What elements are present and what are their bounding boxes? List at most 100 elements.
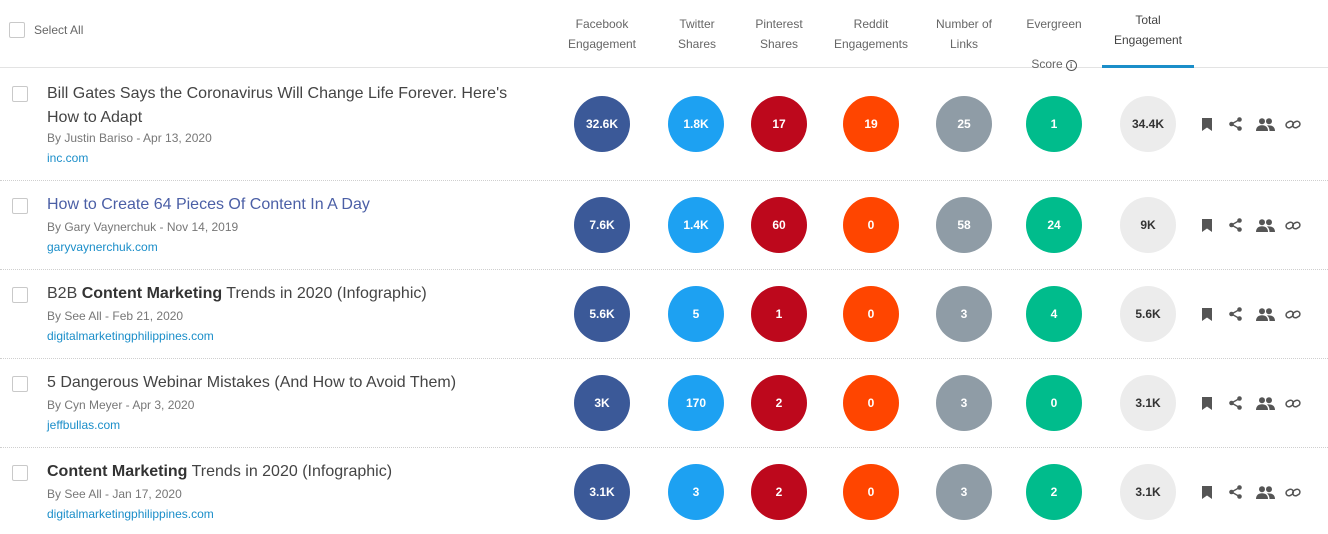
bookmark-icon[interactable] — [1199, 116, 1215, 132]
row-checkbox[interactable] — [12, 198, 28, 214]
users-icon[interactable] — [1255, 395, 1275, 411]
article-title[interactable]: Bill Gates Says the Coronavirus Will Cha… — [47, 85, 508, 126]
article-title[interactable]: 5 Dangerous Webinar Mistakes (And How to… — [47, 374, 457, 391]
link-icon[interactable] — [1285, 484, 1301, 500]
share-icon[interactable] — [1227, 395, 1243, 411]
twitter-shares-badge[interactable]: 5 — [668, 286, 724, 342]
twitter-shares-badge[interactable]: 3 — [668, 464, 724, 520]
link-icon[interactable] — [1285, 306, 1301, 322]
table-row: Content Marketing Trends in 2020 (Infogr… — [0, 448, 1328, 534]
total-engagement-badge[interactable]: 5.6K — [1120, 286, 1176, 342]
share-icon[interactable] — [1227, 306, 1243, 322]
evergreen-score-badge[interactable]: 4 — [1026, 286, 1082, 342]
link-icon[interactable] — [1285, 395, 1301, 411]
column-evergreen-label-2: Score — [1031, 57, 1063, 71]
total-engagement-badge[interactable]: 3.1K — [1120, 464, 1176, 520]
link-icon[interactable] — [1285, 217, 1301, 233]
info-icon[interactable]: i — [1065, 60, 1077, 71]
select-all[interactable]: Select All — [9, 22, 83, 38]
evergreen-score-badge[interactable]: 1 — [1026, 96, 1082, 152]
select-all-checkbox[interactable] — [9, 22, 25, 38]
share-icon[interactable] — [1227, 116, 1243, 132]
table-header: Select All Facebook Engagement Twitter S… — [0, 0, 1328, 71]
reddit-engagements-badge[interactable]: 0 — [843, 286, 899, 342]
share-icon[interactable] — [1227, 217, 1243, 233]
article-domain[interactable]: digitalmarketingphilippines.com — [47, 507, 214, 521]
total-engagement-badge[interactable]: 34.4K — [1120, 96, 1176, 152]
users-icon[interactable] — [1255, 484, 1275, 500]
link-icon[interactable] — [1285, 116, 1301, 132]
table-row: Bill Gates Says the Coronavirus Will Cha… — [0, 69, 1328, 181]
article-domain[interactable]: inc.com — [47, 151, 89, 165]
article-title[interactable]: Content Marketing Trends in 2020 (Infogr… — [47, 460, 537, 484]
links-badge[interactable]: 25 — [936, 96, 992, 152]
article-meta: By See All - Feb 21, 2020 — [47, 309, 184, 323]
users-icon[interactable] — [1255, 306, 1275, 322]
article-meta: By Gary Vaynerchuk - Nov 14, 2019 — [47, 220, 239, 234]
row-checkbox[interactable] — [12, 465, 28, 481]
table-row: B2B Content Marketing Trends in 2020 (In… — [0, 270, 1328, 359]
column-number-of-links[interactable]: Number of Links — [924, 0, 1004, 68]
facebook-engagement-badge[interactable]: 5.6K — [574, 286, 630, 342]
facebook-engagement-badge[interactable]: 3.1K — [574, 464, 630, 520]
bookmark-icon[interactable] — [1199, 306, 1215, 322]
article-meta: By Justin Bariso - Apr 13, 2020 — [47, 131, 212, 145]
column-links-label: Number of Links — [935, 17, 993, 51]
twitter-shares-badge[interactable]: 1.4K — [668, 197, 724, 253]
article-title[interactable]: How to Create 64 Pieces Of Content In A … — [47, 196, 370, 213]
title-part: Trends in 2020 (Infographic) — [222, 285, 427, 302]
facebook-engagement-badge[interactable]: 7.6K — [574, 197, 630, 253]
evergreen-score-badge[interactable]: 24 — [1026, 197, 1082, 253]
row-actions — [1199, 395, 1313, 411]
column-twitter-label: Twitter Shares — [677, 17, 717, 51]
column-reddit-engagements[interactable]: Reddit Engagements — [826, 0, 916, 68]
links-badge[interactable]: 3 — [936, 464, 992, 520]
article-domain[interactable]: jeffbullas.com — [47, 418, 121, 432]
pinterest-shares-badge[interactable]: 1 — [751, 286, 807, 342]
facebook-engagement-badge[interactable]: 3K — [574, 375, 630, 431]
pinterest-shares-badge[interactable]: 2 — [751, 375, 807, 431]
reddit-engagements-badge[interactable]: 19 — [843, 96, 899, 152]
select-all-label: Select All — [34, 23, 84, 37]
article-meta: By Cyn Meyer - Apr 3, 2020 — [47, 398, 195, 412]
share-icon[interactable] — [1227, 484, 1243, 500]
links-badge[interactable]: 3 — [936, 286, 992, 342]
bookmark-icon[interactable] — [1199, 217, 1215, 233]
reddit-engagements-badge[interactable]: 0 — [843, 464, 899, 520]
pinterest-shares-badge[interactable]: 17 — [751, 96, 807, 152]
row-checkbox[interactable] — [12, 287, 28, 303]
column-facebook-engagement[interactable]: Facebook Engagement — [560, 0, 644, 68]
row-checkbox[interactable] — [12, 376, 28, 392]
column-reddit-label: Reddit Engagements — [833, 17, 909, 51]
bookmark-icon[interactable] — [1199, 484, 1215, 500]
column-total-engagement[interactable]: Total Engagement — [1102, 0, 1194, 64]
links-badge[interactable]: 58 — [936, 197, 992, 253]
row-actions — [1199, 484, 1313, 500]
total-engagement-badge[interactable]: 3.1K — [1120, 375, 1176, 431]
reddit-engagements-badge[interactable]: 0 — [843, 375, 899, 431]
users-icon[interactable] — [1255, 116, 1275, 132]
pinterest-shares-badge[interactable]: 2 — [751, 464, 807, 520]
article-domain[interactable]: garyvaynerchuk.com — [47, 240, 158, 254]
column-facebook-label: Facebook Engagement — [567, 17, 637, 51]
evergreen-score-badge[interactable]: 0 — [1026, 375, 1082, 431]
column-twitter-shares[interactable]: Twitter Shares — [660, 0, 734, 68]
users-icon[interactable] — [1255, 217, 1275, 233]
evergreen-score-badge[interactable]: 2 — [1026, 464, 1082, 520]
total-engagement-badge[interactable]: 9K — [1120, 197, 1176, 253]
row-checkbox[interactable] — [12, 86, 28, 102]
facebook-engagement-badge[interactable]: 32.6K — [574, 96, 630, 152]
links-badge[interactable]: 3 — [936, 375, 992, 431]
column-pinterest-shares[interactable]: Pinterest Shares — [742, 0, 816, 68]
article-title[interactable]: B2B Content Marketing Trends in 2020 (In… — [47, 282, 537, 306]
twitter-shares-badge[interactable]: 1.8K — [668, 96, 724, 152]
reddit-engagements-badge[interactable]: 0 — [843, 197, 899, 253]
row-actions — [1199, 306, 1313, 322]
table-row: How to Create 64 Pieces Of Content In A … — [0, 181, 1328, 270]
column-evergreen-score[interactable]: Evergreen Score i — [1014, 0, 1094, 71]
column-evergreen-label: Evergreen — [1026, 17, 1082, 31]
article-domain[interactable]: digitalmarketingphilippines.com — [47, 329, 214, 343]
twitter-shares-badge[interactable]: 170 — [668, 375, 724, 431]
bookmark-icon[interactable] — [1199, 395, 1215, 411]
pinterest-shares-badge[interactable]: 60 — [751, 197, 807, 253]
